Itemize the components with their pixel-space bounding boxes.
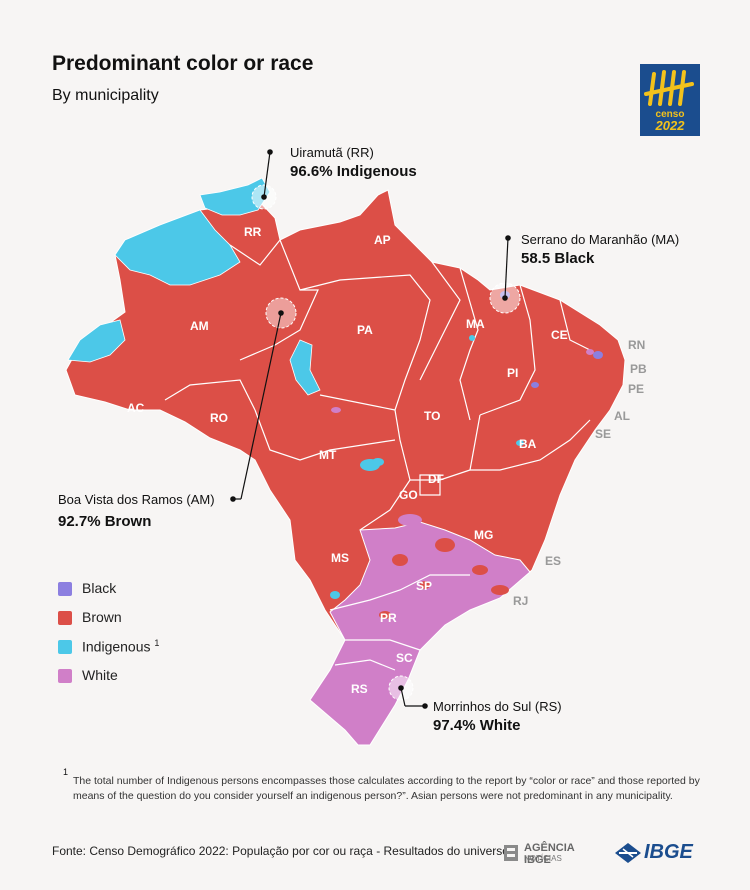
- legend-swatch-indigenous: [58, 640, 72, 654]
- callout-uiramuta-value: 96.6% Indigenous: [290, 163, 417, 180]
- state-label: MT: [319, 448, 337, 462]
- legend-note-indigenous: 1: [154, 638, 160, 648]
- white-patch: [586, 349, 594, 355]
- brown-patch: [420, 581, 430, 589]
- callout-uiramuta-place: Uiramutã (RR): [290, 145, 374, 160]
- state-label: PI: [507, 366, 518, 380]
- legend-swatch-brown: [58, 611, 72, 625]
- state-label: PE: [628, 382, 644, 396]
- map-subtitle: By municipality: [52, 87, 159, 104]
- brown-patch: [435, 538, 455, 552]
- state-label: RO: [210, 411, 228, 425]
- ibge-wordmark: IBGE: [644, 841, 693, 863]
- state-label: RJ: [513, 594, 528, 608]
- white-patch: [398, 514, 422, 526]
- state-labels: RR AP AM PA MA CE RN PB PE AL SE PI AC R…: [127, 225, 647, 696]
- logo-word: censo: [655, 109, 685, 120]
- map-title: Predominant color or race: [52, 52, 314, 75]
- state-label: DF: [428, 472, 444, 486]
- state-label: RN: [628, 338, 645, 352]
- state-label: PR: [380, 611, 397, 625]
- legend-label-black: Black: [82, 580, 117, 596]
- state-label: SE: [595, 427, 611, 441]
- callout-boa-vista-value: 92.7% Brown: [58, 513, 152, 530]
- state-label: PA: [357, 323, 373, 337]
- state-label: MA: [466, 317, 485, 331]
- state-label: RR: [244, 225, 262, 239]
- state-label: SC: [396, 651, 413, 665]
- legend-swatch-black: [58, 582, 72, 596]
- legend-label-indigenous-wrap: Indigenous 1: [82, 638, 159, 655]
- legend-swatch-white: [58, 669, 72, 683]
- state-label: AC: [127, 401, 145, 415]
- state-label: MG: [474, 528, 493, 542]
- legend-label-brown: Brown: [82, 609, 122, 625]
- indigenous-west-strip: [67, 319, 126, 363]
- censo-2022-logo: censo 2022: [640, 64, 700, 136]
- black-patch: [531, 382, 539, 388]
- brown-patch: [472, 565, 488, 575]
- tally-marks-icon: [644, 70, 694, 106]
- agencia-flag-icon: [504, 845, 518, 861]
- state-label: RS: [351, 682, 368, 696]
- indigenous-patch: [330, 591, 340, 599]
- brown-patch: [379, 611, 391, 619]
- state-label: CE: [551, 328, 568, 342]
- agencia-ibge-logo: AGÊNCIA IBGE NOTÍCIAS: [502, 842, 597, 866]
- agency-sub: NOTÍCIAS: [524, 854, 562, 863]
- logo-year: 2022: [655, 118, 685, 133]
- callout-boa-vista-place: Boa Vista dos Ramos (AM): [58, 492, 215, 507]
- state-label: BA: [519, 437, 537, 451]
- municipality-patches: [330, 291, 603, 619]
- indigenous-patch: [469, 335, 475, 341]
- black-patch: [593, 351, 603, 359]
- footnote-text: The total number of Indigenous persons e…: [73, 775, 700, 802]
- indigenous-patch: [372, 458, 384, 466]
- indigenous-patch: [516, 440, 524, 446]
- ibge-logo: IBGE: [614, 840, 704, 866]
- state-label: ES: [545, 554, 561, 568]
- white-patch: [331, 407, 341, 413]
- agency-name: AGÊNCIA IBGE: [524, 842, 575, 866]
- state-label: GO: [399, 488, 418, 502]
- state-label: SP: [416, 579, 432, 593]
- footnote-mark: 1: [63, 767, 69, 777]
- indigenous-northwest-region: [114, 209, 241, 286]
- legend-label-indigenous: Indigenous: [82, 638, 151, 655]
- state-label: AM: [190, 319, 209, 333]
- source-text: Fonte: Censo Demográfico 2022: População…: [52, 844, 509, 858]
- state-borders: [164, 239, 591, 671]
- state-label: PB: [630, 362, 647, 376]
- callout-leaders: [230, 149, 511, 709]
- state-label: TO: [424, 409, 440, 423]
- brown-patch: [491, 585, 509, 595]
- callout-serrano-place: Serrano do Maranhão (MA): [521, 232, 680, 247]
- callout-morrinhos-place: Morrinhos do Sul (RS): [433, 699, 562, 714]
- callout-serrano-value: 58.5 Black: [521, 250, 595, 267]
- ibge-emblem-icon: [615, 843, 641, 863]
- state-label: AP: [374, 233, 391, 247]
- brown-patch: [392, 554, 408, 566]
- indigenous-para-west: [289, 339, 321, 396]
- legend-label-white: White: [82, 667, 118, 683]
- state-label: AL: [614, 409, 630, 423]
- callout-morrinhos-value: 97.4% White: [433, 717, 521, 734]
- state-label: MS: [331, 551, 349, 565]
